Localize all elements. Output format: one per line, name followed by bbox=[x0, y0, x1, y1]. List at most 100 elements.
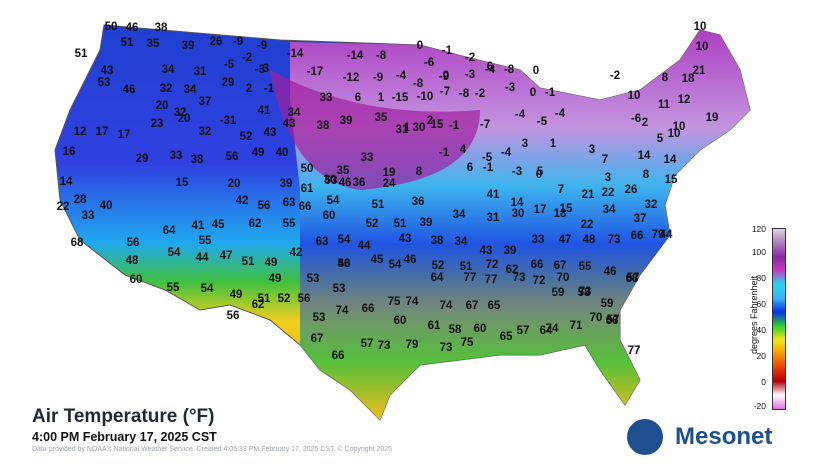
station-temperature: 29 bbox=[136, 153, 149, 165]
station-temperature: 73 bbox=[378, 340, 391, 352]
station-temperature: -4 bbox=[555, 108, 566, 120]
station-temperature: 32 bbox=[174, 107, 187, 119]
station-temperature: 38 bbox=[155, 22, 168, 34]
station-temperature: 55 bbox=[283, 218, 296, 230]
station-temperature: 43 bbox=[101, 65, 114, 77]
station-temperature: 66 bbox=[606, 315, 619, 327]
station-temperature: 75 bbox=[388, 296, 401, 308]
station-temperature: 30 bbox=[324, 174, 337, 186]
station-temperature: 66 bbox=[299, 201, 312, 213]
station-temperature: 7 bbox=[558, 184, 564, 196]
station-temperature: 20 bbox=[228, 178, 241, 190]
station-temperature: 41 bbox=[192, 220, 205, 232]
station-temperature: 20 bbox=[178, 113, 191, 125]
station-temperature: 16 bbox=[63, 146, 76, 158]
legend-tick: -20 bbox=[753, 401, 766, 411]
station-temperature: 53 bbox=[98, 77, 111, 89]
station-temperature: 10 bbox=[673, 121, 686, 133]
station-temperature: 22 bbox=[57, 201, 70, 213]
station-temperature: 54 bbox=[168, 247, 181, 259]
station-temperature: 30 bbox=[512, 208, 525, 220]
station-temperature: 44 bbox=[196, 252, 209, 264]
station-temperature: 71 bbox=[570, 320, 583, 332]
station-temperature: 55 bbox=[167, 282, 180, 294]
station-temperature: 8 bbox=[416, 166, 423, 178]
station-temperature: 53 bbox=[325, 175, 338, 187]
station-temperature: 51 bbox=[372, 199, 385, 211]
station-temperature: 18 bbox=[554, 208, 567, 220]
station-temperature: 55 bbox=[199, 235, 212, 247]
station-temperature: -8 bbox=[504, 64, 515, 76]
station-temperature: 41 bbox=[258, 105, 271, 117]
station-temperature: 49 bbox=[230, 289, 243, 301]
station-temperature: 70 bbox=[590, 312, 603, 324]
station-temperature: -9 bbox=[439, 71, 449, 83]
station-temperature: -1 bbox=[545, 87, 556, 99]
station-temperature: 56 bbox=[227, 310, 240, 322]
station-temperature: 57 bbox=[627, 272, 640, 284]
station-temperature: 10 bbox=[694, 21, 707, 33]
station-temperature: 53 bbox=[307, 273, 320, 285]
station-temperature: 42 bbox=[236, 195, 249, 207]
station-temperature: 74 bbox=[336, 305, 349, 317]
station-temperature: 38 bbox=[317, 120, 330, 132]
station-temperature: -12 bbox=[343, 72, 360, 84]
station-temperature: -3 bbox=[512, 166, 522, 178]
station-temperature: 53 bbox=[313, 312, 326, 324]
station-temperature: -15 bbox=[392, 92, 409, 104]
station-temperature: 33 bbox=[361, 152, 374, 164]
station-temperature: 18 bbox=[682, 73, 695, 85]
station-temperature: 2 bbox=[642, 117, 648, 129]
legend-tick: 80 bbox=[756, 273, 766, 283]
station-temperature: 8 bbox=[643, 169, 650, 181]
station-temperature: 12 bbox=[678, 94, 691, 106]
station-temperature: 22 bbox=[602, 187, 615, 199]
station-temperature: -2 bbox=[465, 52, 475, 64]
map-subtitle: 4:00 PM February 17, 2025 CST bbox=[32, 430, 217, 444]
station-temperature: 46 bbox=[404, 254, 417, 266]
cold-core-region bbox=[270, 70, 480, 190]
station-temperature: 43 bbox=[480, 245, 493, 257]
station-temperature: 10 bbox=[668, 128, 681, 140]
station-temperature: 43 bbox=[399, 233, 412, 245]
station-temperature: -1 bbox=[483, 162, 494, 174]
station-temperature: 60 bbox=[130, 274, 143, 286]
station-temperature: 59 bbox=[601, 298, 614, 310]
station-temperature: 53 bbox=[333, 283, 346, 295]
station-temperature: 21 bbox=[693, 65, 706, 77]
station-temperature: 28 bbox=[74, 194, 87, 206]
station-temperature: 54 bbox=[338, 234, 351, 246]
station-temperature: 35 bbox=[375, 112, 388, 124]
station-temperature: 77 bbox=[628, 345, 641, 357]
station-temperature: -6 bbox=[631, 113, 641, 125]
station-temperature: 5 bbox=[657, 133, 664, 145]
station-temperature: 1 bbox=[550, 138, 557, 150]
us-outline bbox=[54, 24, 751, 421]
station-temperature: 2 bbox=[427, 115, 433, 127]
station-temperature: 40 bbox=[276, 147, 289, 159]
station-temperature: 32 bbox=[645, 199, 658, 211]
station-temperature: 32 bbox=[160, 83, 173, 95]
station-temperature: 3 bbox=[522, 138, 528, 150]
station-temperature: 17 bbox=[96, 126, 109, 138]
station-temperature: 46 bbox=[604, 266, 617, 278]
station-temperature: 66 bbox=[631, 230, 644, 242]
station-temperature: 46 bbox=[123, 84, 136, 96]
station-temperature: 73 bbox=[608, 234, 621, 246]
station-temperature: -9 bbox=[373, 72, 383, 84]
station-temperature: 43 bbox=[264, 127, 277, 139]
station-temperature: 17 bbox=[534, 204, 547, 216]
station-temperature: 50 bbox=[301, 163, 314, 175]
station-temperature: -5 bbox=[224, 59, 235, 71]
station-temperature: 48 bbox=[126, 255, 139, 267]
station-temperature: 60 bbox=[394, 315, 407, 327]
station-temperature: -5 bbox=[482, 152, 493, 164]
station-temperature: 7 bbox=[602, 154, 608, 166]
station-temperature: -5 bbox=[537, 116, 548, 128]
map-title: Air Temperature (°F) bbox=[32, 406, 215, 427]
station-temperature: 65 bbox=[488, 300, 501, 312]
station-temperature: 31 bbox=[487, 212, 500, 224]
station-temperature: 24 bbox=[383, 178, 396, 190]
station-temperature: 66 bbox=[362, 303, 375, 315]
